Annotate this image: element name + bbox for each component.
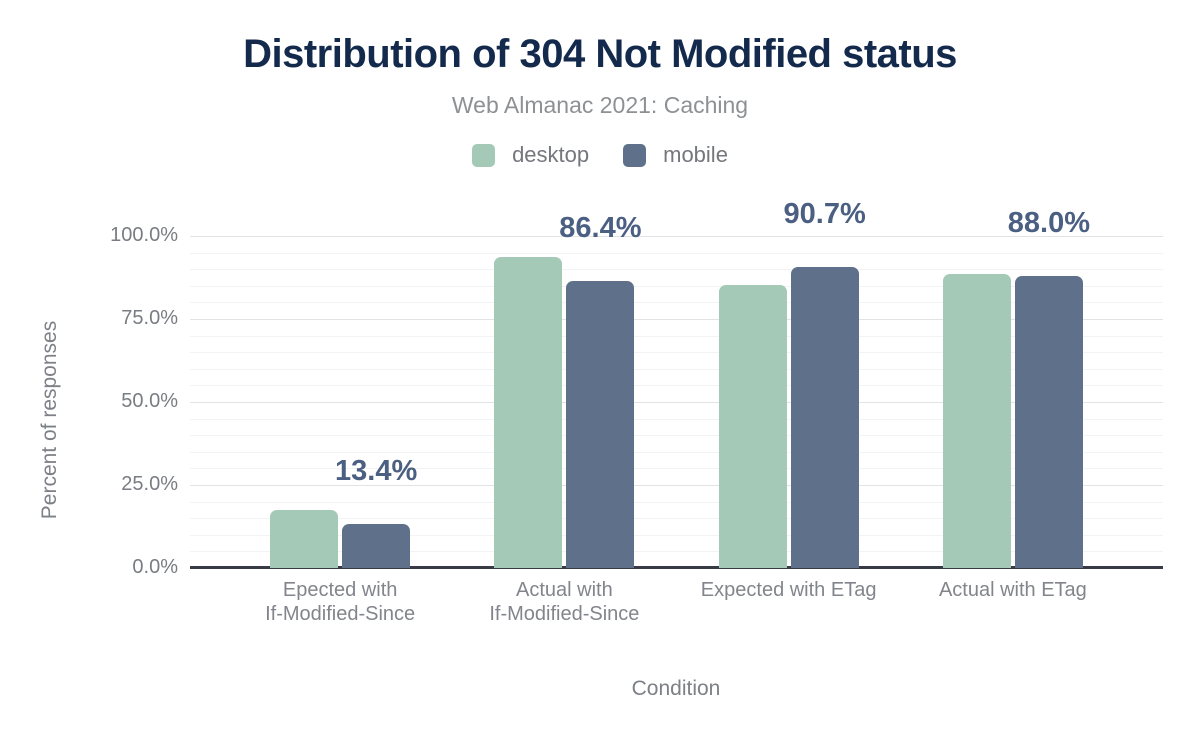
minor-gridline-70 (190, 335, 1163, 337)
major-gridline-25 (190, 485, 1163, 486)
minor-gridline-65 (190, 352, 1163, 354)
legend-item-mobile[interactable]: mobile (623, 142, 728, 168)
x-axis-title: Condition (631, 677, 721, 700)
x-category-label-0: Epected with If-Modified-Since (265, 579, 416, 625)
legend-swatch-mobile (623, 143, 647, 167)
bar-mobile-3[interactable] (1014, 275, 1083, 568)
x-category-label-1: Actual with If-Modified-Since (489, 579, 640, 625)
legend-swatch-desktop (472, 143, 496, 167)
chart-legend: desktop mobile (0, 142, 1200, 168)
minor-gridline-40 (190, 435, 1163, 437)
major-gridline-75 (190, 319, 1163, 320)
minor-gridline-5 (190, 551, 1163, 553)
bar-mobile-0[interactable] (342, 523, 411, 568)
minor-gridline-80 (190, 302, 1163, 304)
y-tick-label-25: 25.0% (121, 473, 178, 495)
legend-label: desktop (512, 142, 590, 167)
minor-gridline-85 (190, 285, 1163, 287)
minor-gridline-55 (190, 385, 1163, 387)
y-tick-label-0: 0.0% (132, 556, 178, 578)
minor-gridline-15 (190, 518, 1163, 520)
major-gridline-50 (190, 402, 1163, 403)
y-tick-label-50: 50.0% (121, 390, 178, 412)
minor-gridline-45 (190, 418, 1163, 420)
chart-subtitle: Web Almanac 2021: Caching (451, 92, 749, 118)
x-axis-baseline (190, 566, 1163, 569)
major-gridline-100 (190, 236, 1163, 237)
y-tick-label-100: 100.0% (110, 224, 178, 246)
legend-label: mobile (663, 142, 728, 167)
minor-gridline-60 (190, 368, 1163, 370)
minor-gridline-95 (190, 252, 1163, 254)
bar-value-label-3: 88.0% (1007, 206, 1090, 239)
minor-gridline-90 (190, 269, 1163, 271)
chart-title: Distribution of 304 Not Modified status (243, 32, 957, 76)
bar-mobile-1[interactable] (566, 281, 635, 568)
bar-desktop-0[interactable] (270, 509, 339, 568)
bar-value-label-2: 90.7% (783, 197, 866, 230)
minor-gridline-35 (190, 451, 1163, 453)
bar-value-label-1: 86.4% (559, 212, 642, 245)
x-category-label-3: Actual with ETag (938, 579, 1087, 601)
y-tick-label-75: 75.0% (121, 307, 178, 329)
plot-area: 13.4% 86.4% 90.7% 88.0% (190, 198, 1163, 569)
minor-gridline-10 (190, 534, 1163, 536)
bar-desktop-3[interactable] (942, 274, 1011, 568)
minor-gridline-30 (190, 468, 1163, 470)
bar-value-label-0: 13.4% (335, 454, 418, 487)
bar-desktop-1[interactable] (494, 257, 563, 568)
bar-mobile-2[interactable] (790, 266, 859, 568)
x-category-label-2: Expected with ETag (700, 579, 877, 601)
legend-item-desktop[interactable]: desktop (472, 142, 589, 168)
bar-desktop-2[interactable] (718, 285, 787, 568)
minor-gridline-20 (190, 501, 1163, 503)
